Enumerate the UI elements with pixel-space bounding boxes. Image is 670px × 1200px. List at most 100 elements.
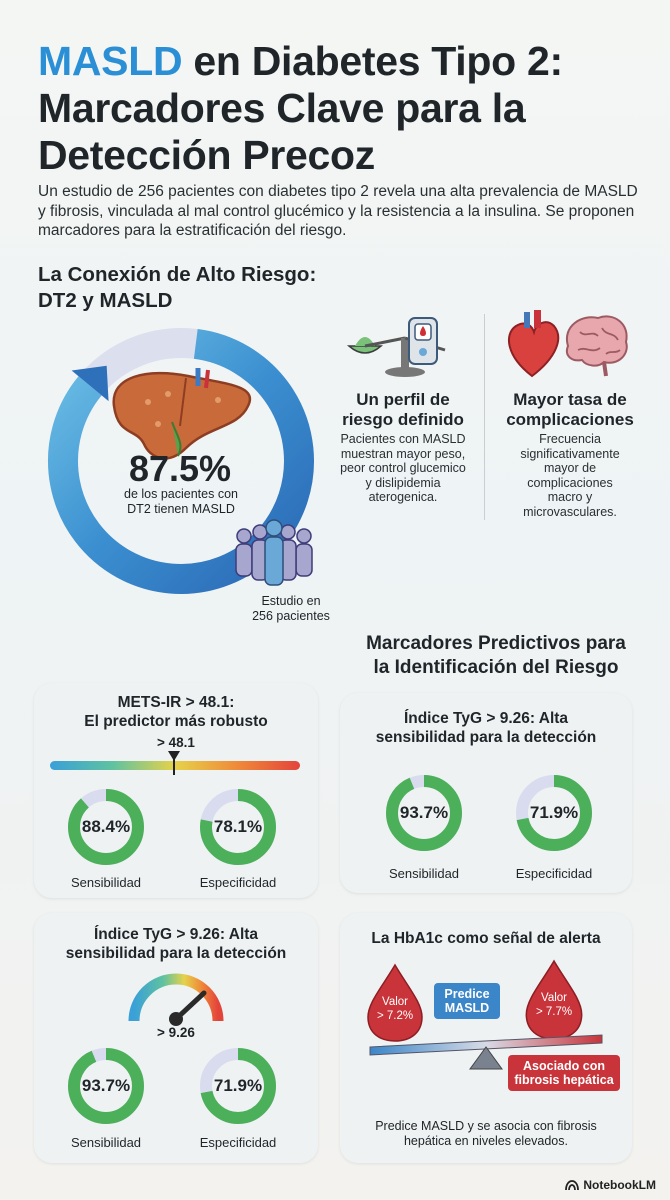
tyg-top-spec-label: Especificidad [515, 866, 593, 881]
complications-title-1: Mayor tasa de [513, 390, 627, 409]
prevalence-sub-1: de los pacientes con [124, 487, 238, 501]
markers-heading-2: la Identificación del Riesgo [373, 657, 619, 678]
profile-text: Pacientes con MASLD muestran mayor peso,… [320, 432, 486, 505]
tyg-top-title-1: Índice TyG > 9.26: Alta [403, 710, 569, 727]
ring-arc [48, 329, 314, 594]
brain-icon [565, 315, 628, 377]
tyg-top-sens-donut [386, 775, 462, 851]
drop-left-line-2: > 7.2% [376, 1010, 414, 1022]
brand-name: NotebookLM [583, 1178, 656, 1192]
tyg-top-title: Índice TyG > 9.26: Alta sensibilidad par… [340, 709, 632, 747]
metsir-spec-value: 78.1% [213, 817, 263, 836]
drop-left-text: Valor > 7.2% [364, 995, 426, 1023]
complications-text: Frecuencia significativamente mayor de c… [492, 432, 648, 519]
section-heading-connection: La Conexión de Alto Riesgo: DT2 y MASLD [38, 262, 316, 314]
prevalence-sub-2: DT2 tienen MASLD [127, 502, 235, 516]
metsir-threshold: > 48.1 [157, 735, 195, 750]
tyg-bottom-sens-label: Sensibilidad [70, 1135, 142, 1150]
card-hba1c: La HbA1c como señal de alerta Valor > 7.… [340, 913, 632, 1163]
prevalence-subtitle: de los pacientes con DT2 tienen MASLD [92, 487, 270, 517]
heading-line-2: DT2 y MASLD [38, 289, 173, 312]
metsir-title: METS-IR > 48.1: El predictor más robusto [34, 693, 318, 731]
notebooklm-icon [565, 1179, 580, 1190]
tyg-bottom-title-2: sensibilidad para la detección [65, 945, 287, 962]
tyg-bottom-threshold: > 9.26 [157, 1025, 195, 1040]
profile-title: Un perfil de riesgo definido [325, 390, 481, 430]
ring-arrow-icon [71, 365, 109, 402]
complications-text-1: Frecuencia [539, 432, 601, 446]
metsir-sens-donut [68, 789, 144, 865]
hba1c-note-1: Predice MASLD y se asocia con fibrosis [375, 1119, 597, 1133]
section-heading-markers: Marcadores Predictivos para la Identific… [336, 632, 656, 680]
metsir-spec-donut [200, 789, 276, 865]
patients-group-icon [235, 519, 313, 586]
hba1c-note-2: hepática en niveles elevados. [403, 1134, 568, 1148]
complications-text-4: complicaciones [527, 475, 613, 490]
page-title: MASLD en Diabetes Tipo 2: Marcadores Cla… [38, 38, 648, 179]
tyg-bottom-title: Índice TyG > 9.26: Alta sensibilidad par… [34, 925, 318, 963]
markers-heading-1: Marcadores Predictivos para [366, 633, 626, 654]
hba1c-title: La HbA1c como señal de alerta [371, 930, 601, 947]
complications-text-2: significativamente [520, 446, 620, 461]
title-line-3: Detección Precoz [38, 132, 375, 178]
card-tyg-top: Índice TyG > 9.26: Alta sensibilidad par… [340, 693, 632, 893]
metsir-sens-value: 88.4% [81, 817, 131, 836]
tyg-top-title-2: sensibilidad para la detección [375, 729, 597, 746]
tyg-bottom-sens-value: 93.7% [81, 1076, 131, 1095]
profile-title-1: Un perfil de [356, 390, 450, 409]
balance-seesaw-icon [369, 1034, 603, 1070]
assoc-line-2: fibrosis hepática [514, 1073, 614, 1087]
metsir-marker-icon [168, 751, 180, 775]
tyg-bottom-spec-label: Especificidad [199, 1135, 277, 1150]
donut-arc [516, 775, 592, 851]
drop-right-line-1: Valor [541, 992, 567, 1004]
tyg-bottom-spec-value: 71.9% [213, 1076, 263, 1095]
tyg-top-spec-donut [516, 775, 592, 851]
profile-text-1: Pacientes con MASLD [340, 432, 466, 446]
scale-glucometer-icon [347, 317, 446, 377]
tyg-top-sens-label: Sensibilidad [388, 866, 460, 881]
metsir-title-1: METS-IR > 48.1: [117, 694, 235, 711]
donut-arc [200, 789, 276, 865]
metsir-spec-label: Especificidad [199, 875, 277, 890]
fibrosis-badge: Asociado con fibrosis hepática [508, 1055, 620, 1091]
column-divider [484, 314, 485, 520]
profile-text-4: y dislipidemia [365, 475, 441, 490]
complications-text-3: mayor de [543, 461, 597, 475]
predict-line-2: MASLD [444, 1001, 490, 1015]
title-rest: en Diabetes Tipo 2: [182, 38, 563, 84]
donut-arc [68, 1048, 144, 1124]
donut-arc [68, 789, 144, 865]
donut-arc [200, 1048, 276, 1124]
brand-logo: NotebookLM [565, 1178, 656, 1192]
metsir-sens-label: Sensibilidad [70, 875, 142, 890]
profile-text-2: muestran mayor peso, [340, 446, 466, 461]
blood-drop-left-icon [367, 963, 423, 1042]
heart-brain-icon [508, 310, 628, 378]
study-line-1: Estudio en [261, 594, 321, 608]
complications-text-5: macro y [547, 490, 593, 504]
tyg-bottom-title-1: Índice TyG > 9.26: Alta [93, 926, 259, 943]
tyg-top-spec-value: 71.9% [529, 803, 579, 822]
card-metsir: METS-IR > 48.1: El predictor más robusto… [34, 683, 318, 898]
title-accent: MASLD [38, 38, 183, 84]
complications-text-6: microvasculares. [523, 504, 617, 519]
tyg-bottom-sens-donut [68, 1048, 144, 1124]
drop-right-text: Valor > 7.7% [523, 991, 585, 1019]
study-line-2: 256 pacientes [252, 609, 330, 623]
title-line-2: Marcadores Clave para la [38, 85, 526, 131]
tyg-top-sens-value: 93.7% [399, 803, 449, 822]
profile-text-3: peor control glucemico [340, 461, 466, 475]
study-caption: Estudio en 256 pacientes [236, 594, 346, 624]
tyg-bottom-spec-donut [200, 1048, 276, 1124]
complications-title: Mayor tasa de complicaciones [490, 390, 650, 430]
assoc-line-1: Asociado con [523, 1059, 605, 1073]
drop-left-line-1: Valor [382, 996, 408, 1008]
prevalence-value: 87.5% [128, 448, 232, 489]
card-tyg-bottom: Índice TyG > 9.26: Alta sensibilidad par… [34, 913, 318, 1163]
drop-right-line-2: > 7.7% [535, 1006, 573, 1018]
metsir-title-2: El predictor más robusto [84, 713, 268, 730]
intro-text: Un estudio de 256 pacientes con diabetes… [38, 183, 638, 239]
predict-line-1: Predice [444, 987, 490, 1001]
predict-masld-badge: Predice MASLD [434, 983, 500, 1019]
